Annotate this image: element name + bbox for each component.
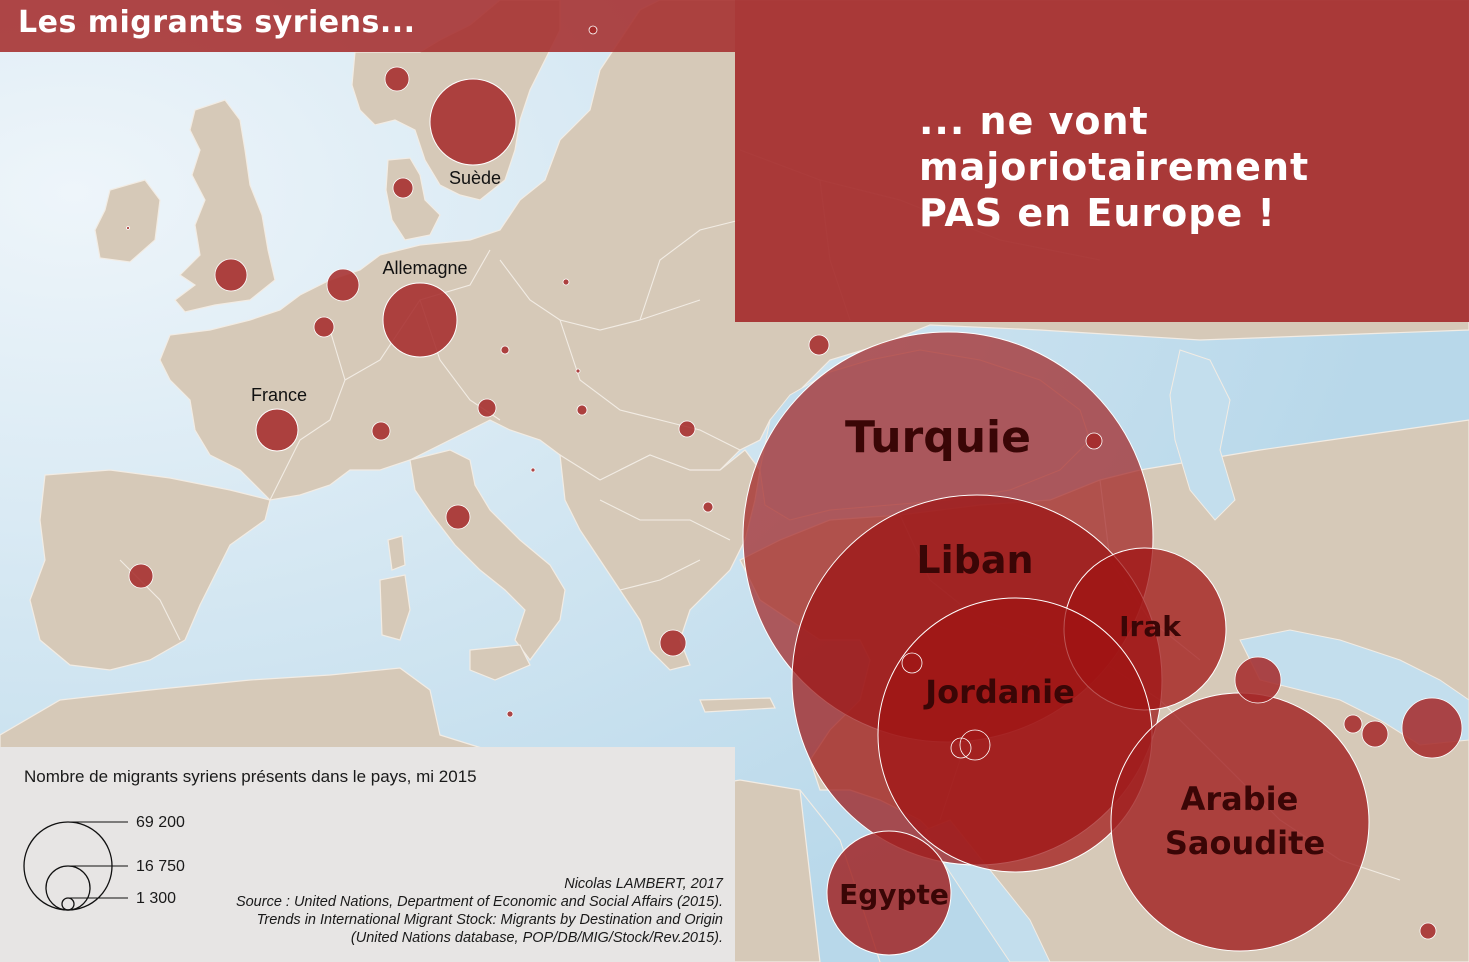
bubble-small[interactable] — [128, 563, 154, 589]
legend-value-medium: 16 750 — [136, 858, 185, 875]
headline-text: ... ne vont majoriotairement PAS en Euro… — [919, 98, 1439, 236]
headline-box: ... ne vont majoriotairement PAS en Euro… — [735, 0, 1469, 322]
bubble-small[interactable] — [214, 258, 248, 292]
legend-panel: Nombre de migrants syriens présents dans… — [0, 747, 735, 962]
bubble-small[interactable] — [562, 278, 570, 286]
bubble-egypte[interactable] — [826, 830, 952, 956]
label-turquie: Turquie — [845, 412, 1031, 463]
legend-value-small: 1 300 — [136, 890, 177, 907]
label-arabie-line-1: Arabie — [1181, 780, 1299, 818]
credit-dataset: Trends in International Migrant Stock: M… — [256, 912, 723, 928]
title-banner: Les migrants syriens... — [0, 0, 735, 52]
land-ireland — [94, 179, 161, 263]
bubble-small[interactable] — [477, 398, 497, 418]
label-jordanie: Jordanie — [923, 673, 1075, 711]
land-italy — [409, 449, 566, 661]
bubble-small[interactable] — [1234, 656, 1282, 704]
bubble-small[interactable] — [1361, 720, 1389, 748]
label-suede: Suède — [449, 168, 501, 188]
legend-title: Nombre de migrants syriens présents dans… — [24, 767, 477, 786]
bubble-small[interactable] — [950, 737, 972, 759]
bubble-small[interactable] — [1401, 697, 1463, 759]
bubble-small[interactable] — [392, 177, 414, 199]
bubble-arabie-saoudite[interactable] — [1110, 692, 1370, 952]
label-arabie-line-2: Saoudite — [1165, 824, 1325, 862]
headline-line-2: majoriotairement — [919, 145, 1310, 189]
credit-source: Source : United Nations, Department of E… — [235, 894, 723, 910]
label-france: France — [251, 385, 307, 405]
legend-symbols — [23, 821, 128, 911]
bubble-small[interactable] — [445, 504, 471, 530]
land-crete — [699, 697, 776, 713]
bubble-small[interactable] — [575, 368, 581, 374]
bubble-small[interactable] — [530, 467, 536, 473]
label-egypte: Egypte — [839, 878, 949, 911]
bubble-suede[interactable] — [429, 78, 517, 166]
land-great-britain — [174, 99, 276, 313]
land-sicily — [469, 644, 531, 681]
bubble-small[interactable] — [901, 652, 923, 674]
country-labels: Turquie Liban Jordanie Arabie Saoudite I… — [839, 412, 1325, 911]
bubble-france[interactable] — [255, 408, 299, 452]
legend-value-large: 69 200 — [136, 814, 185, 831]
small-bubbles — [126, 25, 1463, 940]
bubble-small[interactable] — [659, 629, 687, 657]
bubble-small[interactable] — [500, 345, 510, 355]
label-allemagne: Allemagne — [382, 258, 467, 278]
label-irak: Irak — [1119, 610, 1182, 643]
bubble-small[interactable] — [313, 316, 335, 338]
bubble-small[interactable] — [576, 404, 588, 416]
legend-circle-small — [61, 897, 75, 911]
europe-labels: Suède Allemagne France — [251, 168, 501, 405]
credit-author: Nicolas LAMBERT, 2017 — [564, 876, 723, 892]
bubble-small[interactable] — [506, 710, 514, 718]
headline-line-3: PAS en Europe ! — [919, 191, 1276, 235]
credits: Nicolas LAMBERT, 2017 Source : United Na… — [236, 875, 723, 947]
bubble-small[interactable] — [959, 729, 991, 761]
bubble-small[interactable] — [588, 25, 598, 35]
headline-line-1: ... ne vont — [919, 99, 1149, 143]
legend-circle-medium — [45, 865, 91, 911]
bubble-small[interactable] — [384, 66, 410, 92]
bubble-small[interactable] — [678, 420, 696, 438]
bubble-small[interactable] — [126, 226, 130, 230]
credit-database: (United Nations database, POP/DB/MIG/Sto… — [350, 930, 723, 946]
land-sardinia — [379, 574, 411, 641]
bubble-small[interactable] — [702, 501, 714, 513]
map-title: Les migrants syriens... — [18, 5, 416, 40]
bubble-small[interactable] — [1085, 432, 1103, 450]
bubble-small[interactable] — [371, 421, 391, 441]
bubble-small[interactable] — [1343, 714, 1363, 734]
bubble-small[interactable] — [1419, 922, 1437, 940]
bubble-small[interactable] — [808, 334, 830, 356]
bubble-small[interactable] — [326, 268, 360, 302]
bubble-allemagne[interactable] — [382, 282, 458, 358]
land-corsica — [387, 535, 406, 571]
label-liban: Liban — [916, 538, 1033, 582]
label-arabie-saoudite: Arabie Saoudite — [1165, 780, 1325, 862]
caspian-sea — [1169, 349, 1236, 521]
